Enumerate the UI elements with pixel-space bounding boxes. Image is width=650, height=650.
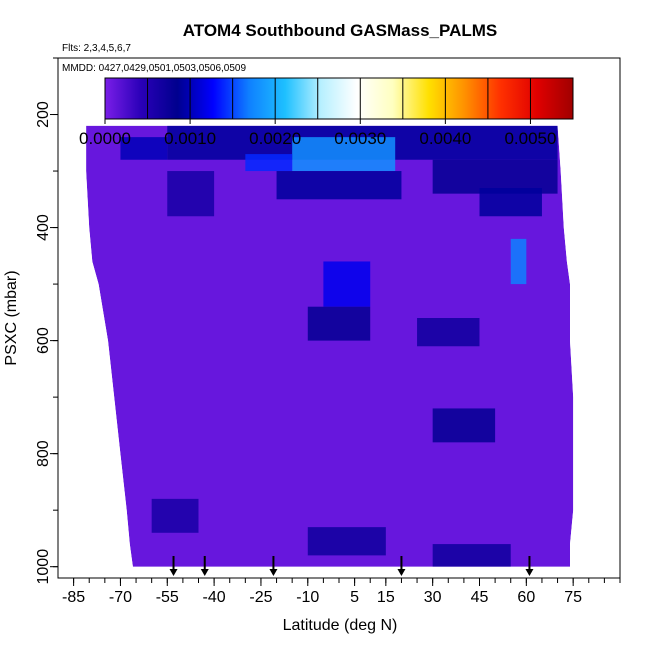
heatmap-cell-9 [167, 171, 215, 217]
colorbar-tick-label: 0.0000 [79, 129, 131, 148]
heatmap-cell-15 [432, 544, 511, 567]
heatmap-curtain [86, 125, 574, 567]
profile-arrow-4 [525, 556, 534, 576]
y-axis-label: PSXC (mbar) [3, 270, 20, 365]
x-tick-label: -25 [249, 589, 272, 606]
x-axis-label: Latitude (deg N) [283, 617, 398, 634]
x-tick-label: 60 [517, 589, 535, 606]
heatmap-cell-4 [276, 171, 402, 200]
x-tick-label: -70 [109, 589, 132, 606]
x-tick-label: 30 [424, 589, 442, 606]
profile-arrow-0 [169, 556, 178, 576]
x-tick-label: 5 [350, 589, 359, 606]
x-tick-label: 75 [564, 589, 582, 606]
heatmap-cell-13 [151, 498, 199, 533]
heatmap-cell-14 [307, 527, 386, 556]
x-tick-label: 45 [471, 589, 489, 606]
axes: -85 -70 -55 -40 -25 -10 5 15 30 45 60 75 200 400 600 80… [35, 57, 621, 606]
colorbar-tick-label: 0.0050 [504, 129, 556, 148]
y-tick-label: 400 [35, 214, 52, 241]
profile-arrow-3 [397, 556, 406, 576]
chart-title: ATOM4 Southbound GASMass_PALMS [183, 21, 498, 40]
colorbar-tick-label: 0.0020 [249, 129, 301, 148]
heatmap-background [86, 125, 574, 567]
heatmap-cell-11 [417, 318, 480, 347]
heatmap-cell-8 [323, 261, 371, 307]
chart-subtitle-flights: Flts: 2,3,4,5,6,7 [62, 43, 131, 54]
y-tick-label: 600 [35, 327, 52, 354]
heatmap-cell-10 [307, 306, 371, 341]
heatmap-group [86, 125, 574, 576]
y-tick-label: 200 [35, 101, 52, 128]
colorbar-tick-label: 0.0040 [419, 129, 471, 148]
heatmap-cell-2 [245, 154, 293, 172]
x-tick-label: -55 [156, 589, 179, 606]
heatmap-cell-3 [120, 137, 168, 160]
heatmap-cell-6 [479, 188, 542, 217]
colorbar-ramp [105, 78, 573, 119]
x-tick-label: -10 [296, 589, 319, 606]
x-tick-label: -40 [203, 589, 226, 606]
heatmap-cell-1 [292, 137, 396, 172]
plot-layer [86, 125, 574, 576]
y-tick-label: 1000 [35, 549, 52, 585]
heatmap-cell-7 [510, 238, 527, 285]
colorbar-tick-label: 0.0030 [334, 129, 386, 148]
x-tick-label: -85 [62, 589, 85, 606]
x-tick-label: 15 [377, 589, 395, 606]
chart-subtitle-dates: MMDD: 0427,0429,0501,0503,0506,0509 [62, 63, 246, 74]
colorbar: 0.0000 0.0010 0.0020 0.0030 0.0040 0.0050 [79, 77, 574, 148]
heatmap-cell-12 [432, 408, 496, 443]
colorbar-tick-label: 0.0010 [164, 129, 216, 148]
y-tick-label: 800 [35, 440, 52, 467]
profile-arrow-1 [200, 556, 209, 576]
colorbar-border [104, 77, 574, 120]
profile-arrow-2 [269, 556, 278, 576]
